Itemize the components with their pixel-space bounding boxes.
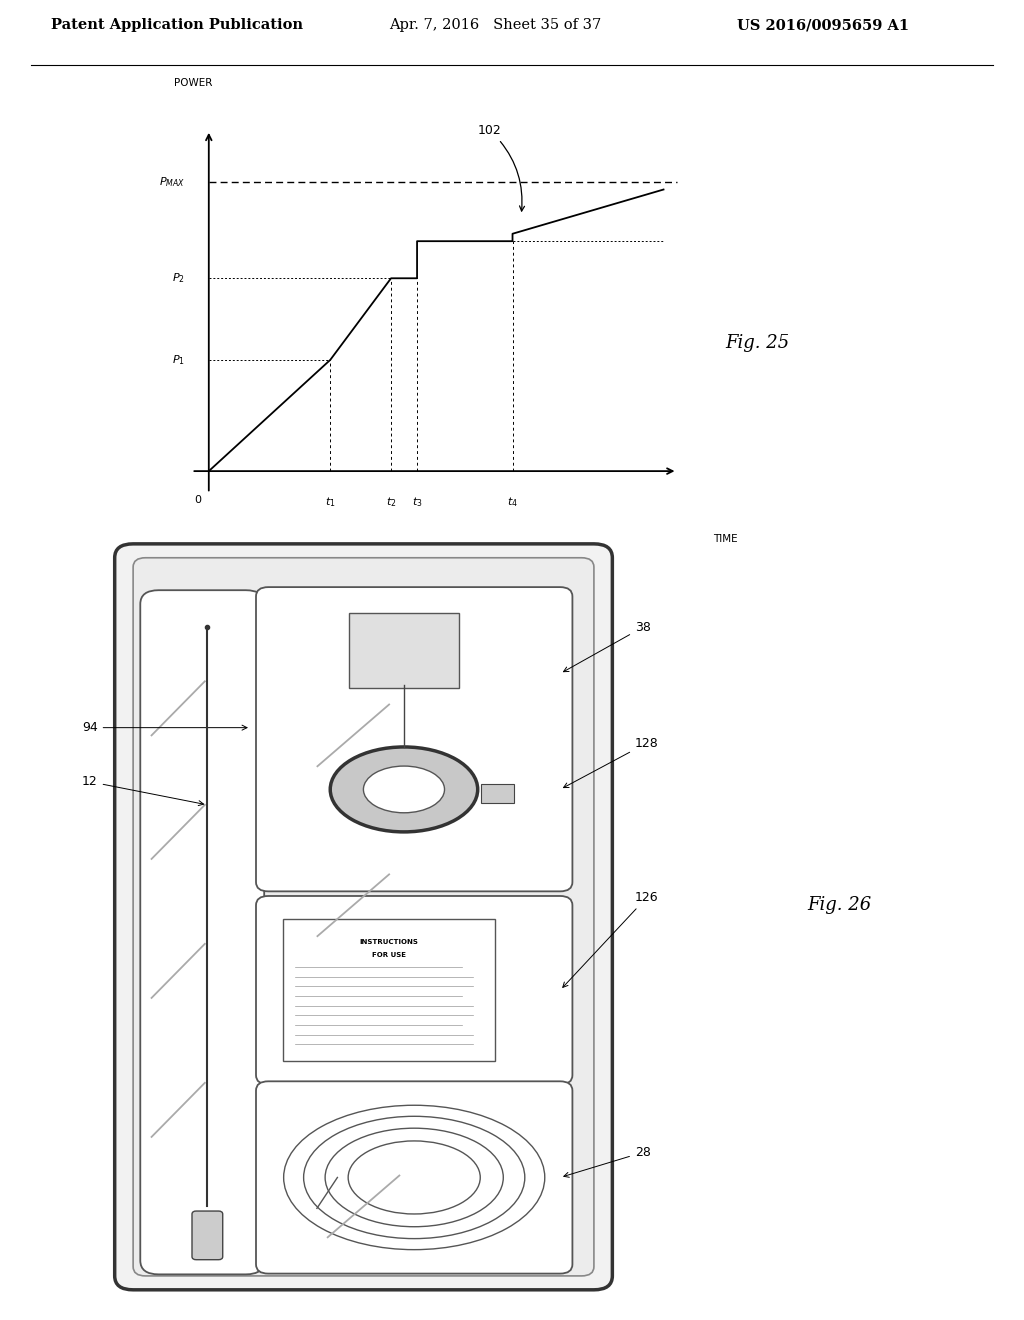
Text: Fig. 25: Fig. 25 xyxy=(726,334,790,352)
Text: 102: 102 xyxy=(478,124,524,211)
FancyBboxPatch shape xyxy=(256,1081,572,1274)
Text: $t_4$: $t_4$ xyxy=(507,495,518,510)
Text: $t_2$: $t_2$ xyxy=(386,495,396,510)
FancyBboxPatch shape xyxy=(256,587,572,891)
Text: $\mathit{P}_{MAX}$: $\mathit{P}_{MAX}$ xyxy=(159,176,185,189)
Text: FOR USE: FOR USE xyxy=(372,952,406,958)
Ellipse shape xyxy=(364,766,444,813)
FancyBboxPatch shape xyxy=(193,1210,223,1259)
Text: Fig. 26: Fig. 26 xyxy=(808,896,871,915)
Text: TIME: TIME xyxy=(713,535,737,544)
Text: $t_1$: $t_1$ xyxy=(325,495,336,510)
FancyBboxPatch shape xyxy=(256,896,572,1085)
Text: 0: 0 xyxy=(195,495,202,506)
Text: Apr. 7, 2016   Sheet 35 of 37: Apr. 7, 2016 Sheet 35 of 37 xyxy=(389,18,601,33)
Text: 126: 126 xyxy=(563,891,658,987)
Text: $t_3$: $t_3$ xyxy=(412,495,422,510)
Text: 94: 94 xyxy=(82,721,247,734)
FancyBboxPatch shape xyxy=(481,784,513,803)
FancyBboxPatch shape xyxy=(348,612,459,688)
Text: 38: 38 xyxy=(563,620,651,672)
FancyBboxPatch shape xyxy=(140,590,264,1274)
Text: US 2016/0095659 A1: US 2016/0095659 A1 xyxy=(737,18,909,33)
FancyBboxPatch shape xyxy=(133,558,594,1276)
FancyBboxPatch shape xyxy=(283,919,496,1061)
Text: 128: 128 xyxy=(563,737,658,788)
Text: INSTRUCTIONS: INSTRUCTIONS xyxy=(359,939,418,945)
Text: Patent Application Publication: Patent Application Publication xyxy=(51,18,303,33)
Text: POWER: POWER xyxy=(174,78,212,87)
Text: $\mathit{P}_2$: $\mathit{P}_2$ xyxy=(172,272,185,285)
Text: $\mathit{P}_1$: $\mathit{P}_1$ xyxy=(172,352,185,367)
Ellipse shape xyxy=(330,747,477,832)
FancyBboxPatch shape xyxy=(115,544,612,1290)
Text: 28: 28 xyxy=(564,1146,651,1177)
Text: 12: 12 xyxy=(82,775,204,805)
